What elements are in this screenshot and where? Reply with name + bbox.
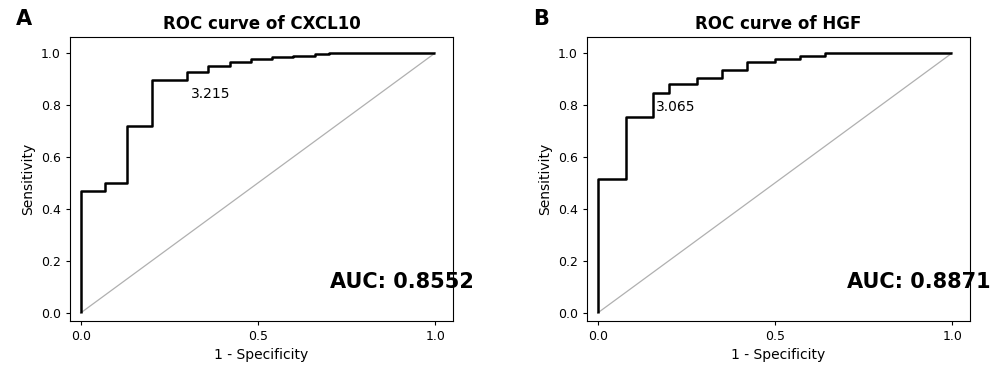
- Text: AUC: 0.8552: AUC: 0.8552: [330, 272, 474, 292]
- Text: 3.215: 3.215: [191, 87, 230, 101]
- Title: ROC curve of HGF: ROC curve of HGF: [695, 15, 862, 33]
- Title: ROC curve of CXCL10: ROC curve of CXCL10: [163, 15, 360, 33]
- Text: 3.065: 3.065: [656, 100, 696, 114]
- Text: AUC: 0.8871: AUC: 0.8871: [847, 272, 991, 292]
- Y-axis label: Sensitivity: Sensitivity: [21, 143, 35, 215]
- X-axis label: 1 - Specificity: 1 - Specificity: [214, 348, 309, 362]
- X-axis label: 1 - Specificity: 1 - Specificity: [731, 348, 826, 362]
- Text: A: A: [16, 9, 33, 29]
- Text: B: B: [533, 9, 549, 29]
- Y-axis label: Sensitivity: Sensitivity: [538, 143, 552, 215]
